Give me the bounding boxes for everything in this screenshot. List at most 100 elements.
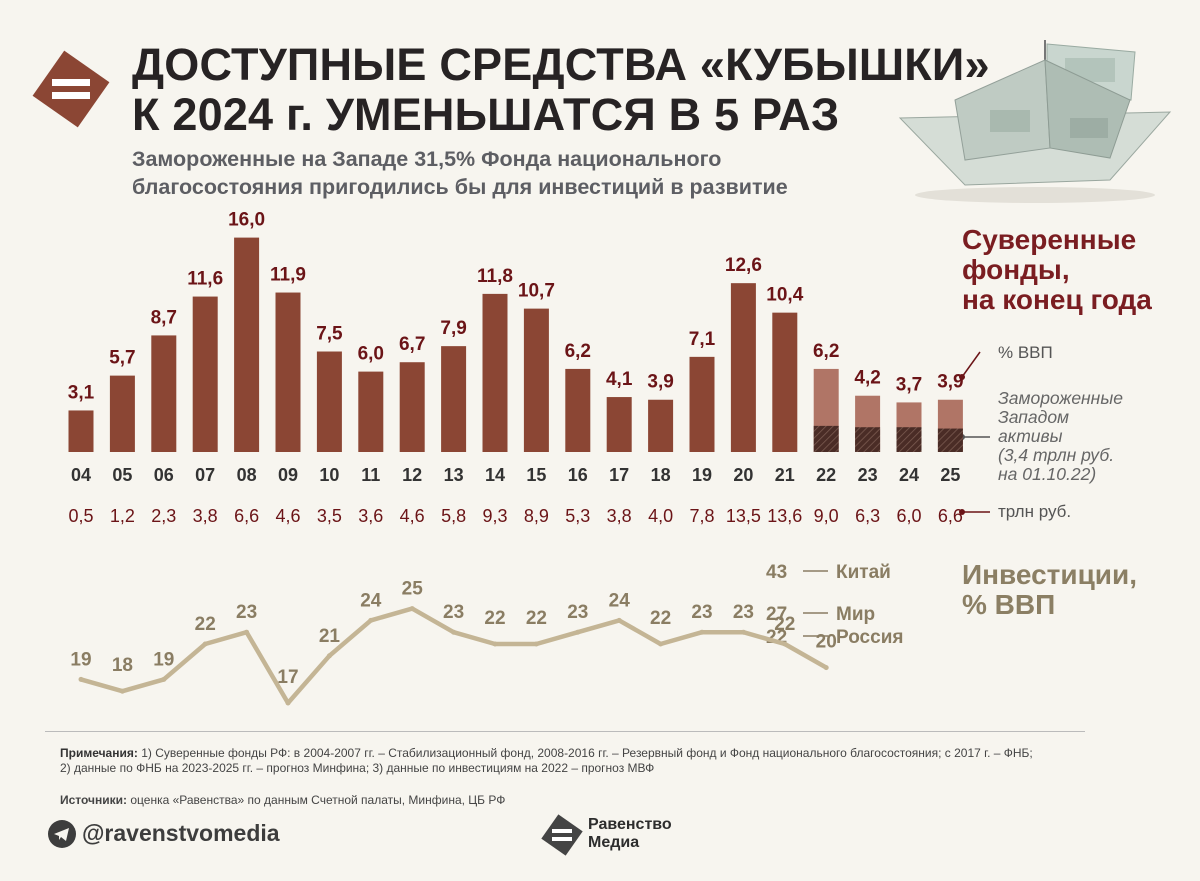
- frozen-line: на 01.10.22): [998, 464, 1097, 484]
- investment-point-09: [285, 700, 291, 706]
- sources-prefix: Источники:: [60, 793, 128, 807]
- funds-title-line: Суверенные: [962, 224, 1137, 255]
- bar-gdp-06: [151, 335, 177, 452]
- investment-point-12: [409, 606, 415, 612]
- bar-gdp-08: [234, 237, 260, 452]
- bar-value-label: 3,9: [937, 372, 963, 393]
- trillion-value-label: 4,6: [400, 506, 425, 526]
- trillion-value-label: 9,3: [482, 506, 507, 526]
- investment-point-10: [326, 653, 332, 659]
- page-subtitle: Замороженные на Западе 31,5% Фонда нацио…: [132, 145, 788, 201]
- sources: Источники: оценка «Равенства» по данным …: [60, 793, 505, 807]
- bar-gdp-21: [772, 312, 798, 452]
- year-tick-label: 22: [816, 465, 836, 485]
- investment-value-label: 22: [774, 614, 795, 635]
- trillion-value-label: 5,3: [565, 506, 590, 526]
- bar-gdp-10: [316, 351, 342, 452]
- bar-gdp-16: [565, 368, 591, 452]
- page-title: ДОСТУПНЫЕ СРЕДСТВА «КУБЫШКИ» К 2024 г. У…: [132, 40, 990, 140]
- sources-text: оценка «Равенства» по данным Счетной пал…: [127, 793, 506, 807]
- telegram-handle-link[interactable]: @ravenstvomedia: [82, 820, 280, 846]
- investment-point-15: [533, 641, 539, 647]
- bar-value-label: 5,7: [109, 348, 135, 369]
- bar-gdp-09: [275, 292, 301, 452]
- year-tick-label: 23: [858, 465, 878, 485]
- frozen-line: Западом: [998, 407, 1070, 427]
- bar-gdp-05: [109, 375, 135, 452]
- bar-value-label: 11,9: [270, 265, 306, 286]
- investment-value-label: 23: [567, 602, 588, 623]
- investment-value-label: 19: [70, 649, 91, 670]
- year-tick-label: 05: [112, 465, 132, 485]
- funds-legend-title: Суверенные фонды, на конец года: [962, 225, 1152, 315]
- year-tick-label: 10: [319, 465, 339, 485]
- trillion-value-label: 6,3: [855, 506, 880, 526]
- year-tick-label: 18: [651, 465, 671, 485]
- frozen-line: активы: [998, 426, 1063, 446]
- bar-gdp-12: [399, 362, 425, 452]
- telegram-icon[interactable]: [48, 820, 76, 848]
- trillion-value-label: 3,5: [317, 506, 342, 526]
- investment-point-05: [119, 688, 125, 694]
- year-tick-label: 21: [775, 465, 795, 485]
- trillion-value-label: 8,9: [524, 506, 549, 526]
- title-line-2: К 2024 г. УМЕНЬШАТСЯ В 5 РАЗ: [132, 89, 840, 140]
- investment-value-label: 25: [402, 579, 424, 600]
- trillion-value-label: 2,3: [151, 506, 176, 526]
- bar-gdp-18: [648, 399, 674, 452]
- bar-value-label: 16,0: [228, 210, 265, 231]
- investment-title-line: Инвестиции,: [962, 559, 1137, 590]
- bar-value-label: 4,2: [854, 368, 880, 389]
- year-tick-label: 16: [568, 465, 588, 485]
- year-tick-label: 19: [692, 465, 712, 485]
- notes-line-2: 2) данные по ФНБ на 2023-2025 гг. – прог…: [60, 761, 655, 775]
- investment-point-18: [658, 641, 664, 647]
- brand-name: Равенство Медиа: [588, 816, 672, 852]
- bar-value-label: 6,2: [565, 341, 591, 362]
- brand-logo-icon: [32, 50, 110, 128]
- year-tick-label: 20: [733, 465, 753, 485]
- bar-value-label: 6,7: [399, 334, 425, 355]
- bar-value-label: 3,1: [68, 382, 95, 403]
- trillion-value-label: 3,6: [358, 506, 383, 526]
- notes-prefix: Примечания:: [60, 746, 138, 760]
- frozen-line: (3,4 трлн руб.: [998, 445, 1115, 465]
- investment-point-04: [78, 676, 84, 682]
- china-value: 43: [766, 562, 788, 583]
- trillion-value-label: 6,0: [896, 506, 921, 526]
- frozen-line: Замороженные: [998, 388, 1123, 408]
- trillion-value-label: 13,6: [767, 506, 802, 526]
- trillion-value-label: 3,8: [607, 506, 632, 526]
- title-line-1: ДОСТУПНЫЕ СРЕДСТВА «КУБЫШКИ»: [132, 39, 990, 90]
- investment-point-14: [492, 641, 498, 647]
- bar-gdp-07: [192, 296, 218, 452]
- investment-point-21: [782, 641, 788, 647]
- year-tick-label: 24: [899, 465, 919, 485]
- investment-value-label: 21: [319, 626, 341, 647]
- bar-gdp-13: [441, 346, 467, 452]
- bar-value-label: 11,8: [477, 266, 513, 287]
- investment-title-line: % ВВП: [962, 589, 1056, 620]
- bar-value-label: 11,6: [187, 269, 223, 290]
- bar-frozen-24: [896, 427, 922, 452]
- year-tick-label: 12: [402, 465, 422, 485]
- investment-point-22: [823, 665, 829, 671]
- year-tick-label: 09: [278, 465, 298, 485]
- brand-footer-logo-icon: [541, 814, 583, 856]
- trillion-value-label: 6,6: [234, 506, 259, 526]
- russia-label: Россия: [836, 627, 904, 648]
- investment-value-label: 22: [526, 608, 547, 629]
- bar-frozen-25: [937, 428, 963, 452]
- investment-value-label: 19: [153, 649, 174, 670]
- year-tick-label: 13: [444, 465, 464, 485]
- bar-value-label: 10,7: [518, 281, 555, 302]
- investment-point-20: [740, 629, 746, 635]
- subtitle-line-2: благосостояния пригодились бы для инвест…: [132, 175, 788, 199]
- funds-title-line: фонды,: [962, 254, 1070, 285]
- investment-value-label: 23: [443, 602, 464, 623]
- bar-value-label: 7,9: [440, 318, 466, 339]
- year-tick-label: 04: [71, 465, 91, 485]
- year-tick-label: 07: [195, 465, 215, 485]
- investment-value-label: 23: [733, 602, 754, 623]
- notes-line: Примечания: 1) Суверенные фонды РФ: в 20…: [60, 746, 1033, 761]
